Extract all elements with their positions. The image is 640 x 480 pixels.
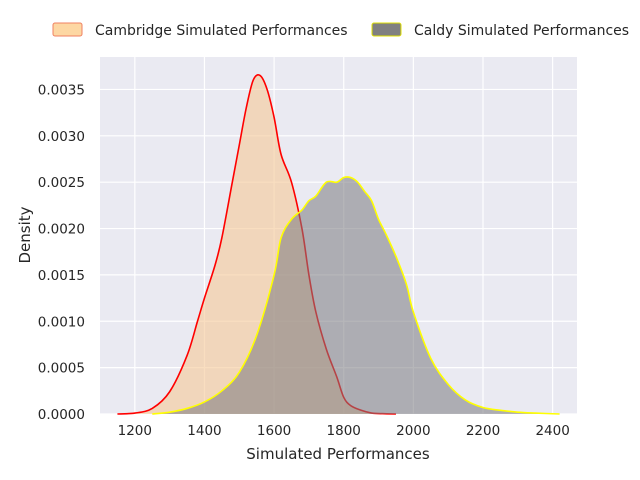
x-axis-label: Simulated Performances	[246, 445, 430, 463]
x-tick-label: 2200	[466, 423, 500, 439]
x-tick-labels: 1200 1400 1600 1800 2000 2200 2400	[118, 423, 570, 439]
y-tick-label: 0.0015	[38, 268, 85, 284]
x-tick-label: 1600	[257, 423, 291, 439]
y-tick-label: 0.0010	[38, 314, 85, 330]
caldy-density-line	[152, 176, 560, 415]
legend-patch-cambridge	[52, 22, 83, 37]
y-axis-label: Density	[16, 206, 34, 263]
series-layer	[117, 74, 560, 415]
caldy-density-area	[152, 176, 560, 414]
y-tick-label: 0.0030	[38, 129, 85, 145]
x-tick-label: 2000	[396, 423, 430, 439]
x-tick-label: 1200	[118, 423, 152, 439]
y-tick-label: 0.0020	[38, 222, 85, 238]
y-tick-label: 0.0025	[38, 175, 85, 191]
y-tick-label: 0.0035	[38, 82, 85, 98]
y-tick-labels: 0.0000 0.0005 0.0010 0.0015 0.0020 0.0025 0.00…	[38, 82, 85, 423]
legend-patch-caldy	[371, 22, 402, 37]
cambridge-density-area	[117, 74, 396, 415]
legend-label-caldy: Caldy Simulated Performances	[414, 23, 629, 39]
y-tick-label: 0.0005	[38, 361, 85, 377]
x-tick-label: 1400	[187, 423, 221, 439]
x-tick-label: 2400	[535, 423, 569, 439]
x-tick-label: 1800	[327, 423, 361, 439]
y-tick-label: 0.0000	[38, 407, 85, 423]
legend: Cambridge Simulated Performances Caldy S…	[52, 22, 629, 39]
legend-label-cambridge: Cambridge Simulated Performances	[95, 23, 348, 39]
